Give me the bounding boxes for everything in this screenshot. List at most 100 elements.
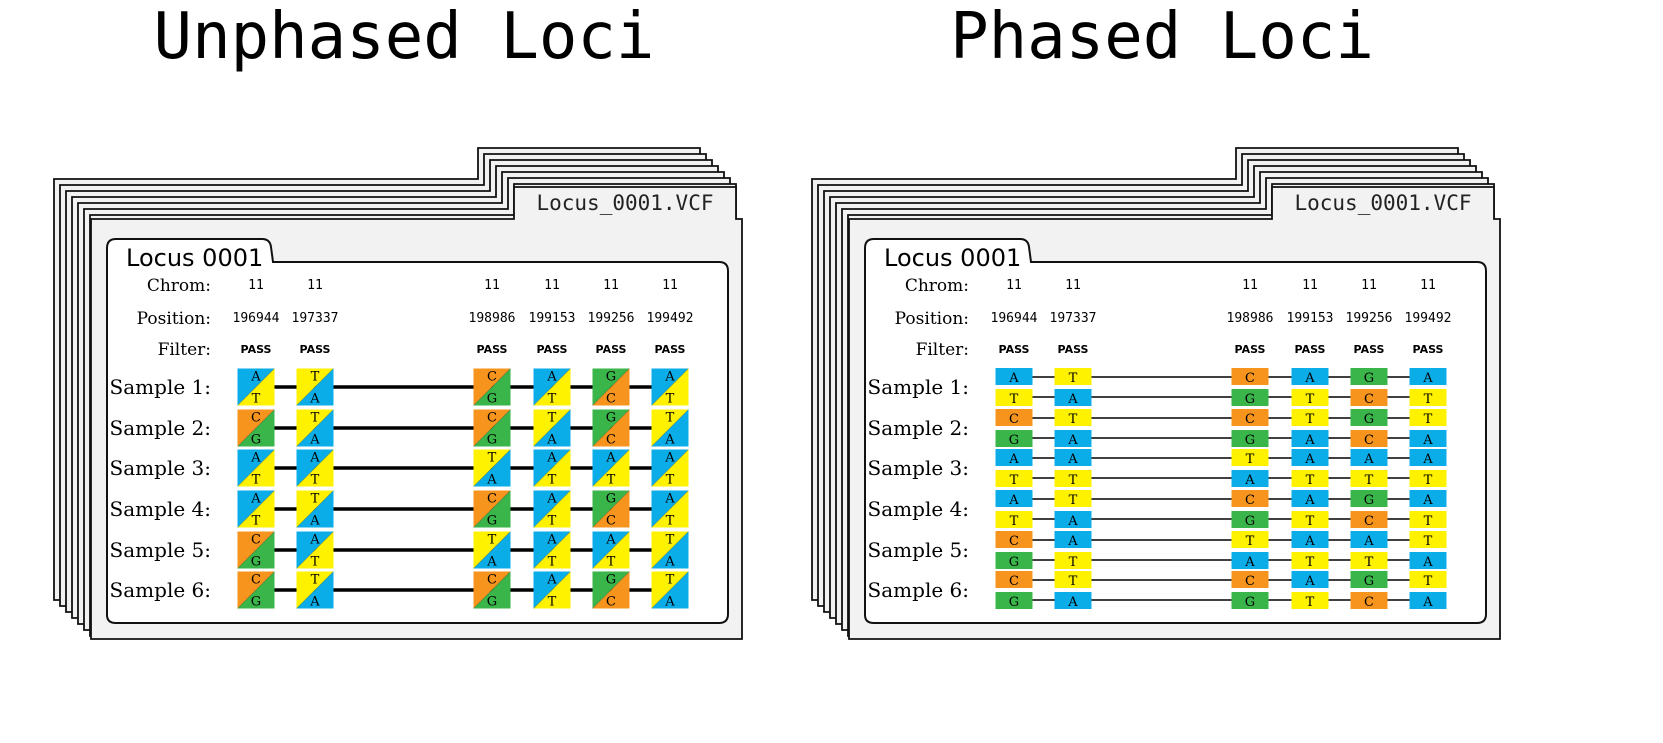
allele-hap1: [1409, 571, 1447, 588]
genotype-box: CG: [473, 368, 511, 407]
allele-top-label: T: [666, 411, 675, 426]
box-diagonal: [296, 449, 334, 487]
allele-hap2-label: A: [1244, 555, 1255, 570]
sample-label: Sample 5:: [110, 538, 211, 562]
allele-hap2: [1350, 389, 1388, 406]
allele-hap2-label: T: [1365, 473, 1374, 488]
allele-hap1-label: T: [1246, 534, 1255, 549]
allele-bottom-label: T: [607, 555, 616, 570]
genotype-pair: AT: [1291, 571, 1329, 610]
allele-bottom: [473, 368, 511, 406]
allele-hap2-label: G: [1245, 392, 1255, 407]
allele-hap2-label: C: [1364, 392, 1374, 407]
allele-bottom: [237, 449, 275, 487]
allele-top-label: A: [605, 533, 616, 548]
allele-bottom-label: G: [251, 595, 261, 610]
allele-bottom: [237, 531, 275, 569]
allele-hap1-label: C: [1009, 534, 1019, 549]
allele-hap1: [995, 368, 1033, 385]
allele-top-label: A: [664, 370, 675, 385]
allele-bottom: [237, 409, 275, 447]
allele-hap2-label: G: [1245, 514, 1255, 529]
chrom-value: 11: [484, 278, 500, 293]
allele-hap1-label: G: [1364, 574, 1374, 589]
allele-hap2: [1350, 592, 1388, 609]
allele-bottom: [533, 449, 571, 487]
genotype-pair: AT: [1409, 368, 1447, 407]
allele-hap2: [1291, 430, 1329, 447]
allele-bottom-label: G: [487, 392, 497, 407]
allele-hap2: [995, 592, 1033, 609]
box-diagonal: [533, 409, 571, 447]
allele-hap2: [1231, 511, 1269, 528]
allele-hap2: [1350, 470, 1388, 487]
allele-hap1-label: T: [1069, 412, 1078, 427]
box-diagonal: [237, 531, 275, 569]
allele-hap2: [1409, 470, 1447, 487]
allele-hap2: [1350, 552, 1388, 569]
allele-hap1-label: T: [1069, 493, 1078, 508]
box-diagonal: [237, 449, 275, 487]
sample-label: Sample 6:: [110, 578, 211, 602]
genotype-pair: TA: [1231, 449, 1269, 488]
allele-hap2: [1054, 470, 1092, 487]
genotype-box: GC: [592, 368, 630, 407]
genotype-pair: AT: [995, 449, 1033, 488]
genotype-box: AT: [651, 449, 689, 488]
position-value: 197337: [1050, 311, 1097, 326]
box-diagonal: [651, 368, 689, 406]
panel-phased: Phased Loci Locus_0001.VCF Locus 0001 Chrom…: [811, 0, 1501, 640]
genotype-box: TA: [651, 531, 689, 570]
box-diagonal: [592, 368, 630, 406]
box-diagonal: [473, 449, 511, 487]
allele-hap2-label: A: [1067, 514, 1078, 529]
genotype-pair: GC: [1350, 490, 1388, 529]
allele-hap1: [1409, 531, 1447, 548]
allele-hap2: [1291, 389, 1329, 406]
box-diagonal: [296, 571, 334, 609]
allele-bottom: [473, 409, 511, 447]
genotype-box: AT: [296, 449, 334, 488]
allele-bottom-label: C: [606, 392, 616, 407]
allele-bottom-label: T: [252, 473, 261, 488]
genotype-pair: AT: [1350, 531, 1388, 570]
sample-label: Sample 3:: [110, 456, 211, 480]
allele-bottom: [237, 368, 275, 406]
allele-hap2: [1350, 430, 1388, 447]
allele-hap1-label: A: [1304, 534, 1315, 549]
allele-hap1: [1291, 449, 1329, 466]
allele-top-label: C: [487, 370, 497, 385]
allele-hap1-label: T: [1306, 412, 1315, 427]
box-diagonal: [592, 409, 630, 447]
sample-label: Sample 4:: [868, 497, 969, 521]
allele-hap1: [1350, 571, 1388, 588]
allele-hap2: [1409, 592, 1447, 609]
locus-tab-label: Locus 0001: [884, 244, 1021, 272]
allele-top-label: G: [606, 370, 616, 385]
allele-bottom: [592, 490, 630, 528]
allele-hap1: [1054, 571, 1092, 588]
allele-top-label: C: [487, 492, 497, 507]
allele-hap1-label: T: [1424, 412, 1433, 427]
genotype-box: AT: [533, 531, 571, 570]
genotype-box: CG: [473, 490, 511, 529]
file-name-label: Locus_0001.VCF: [1294, 191, 1471, 215]
allele-top-label: T: [311, 573, 320, 588]
box-diagonal: [651, 571, 689, 609]
genotype-pair: CG: [1231, 409, 1269, 448]
allele-bottom: [473, 531, 511, 569]
allele-bottom-label: A: [486, 473, 497, 488]
allele-top-label: A: [546, 492, 557, 507]
allele-bottom-label: T: [548, 555, 557, 570]
position-value: 199492: [647, 311, 694, 326]
allele-bottom-label: T: [666, 473, 675, 488]
genotype-box: CG: [237, 571, 275, 610]
genotype-pair: CG: [995, 531, 1033, 570]
box-diagonal: [473, 531, 511, 569]
allele-bottom: [296, 531, 334, 569]
allele-hap2-label: T: [1306, 595, 1315, 610]
filter-value: PASS: [1235, 343, 1266, 356]
allele-bottom: [651, 531, 689, 569]
genotype-box: TA: [473, 449, 511, 488]
